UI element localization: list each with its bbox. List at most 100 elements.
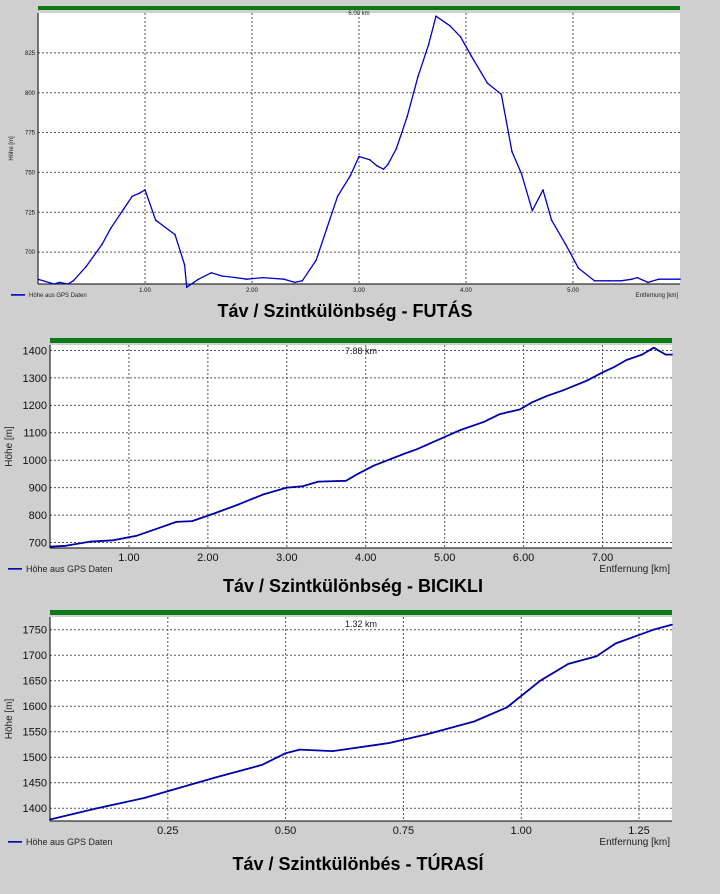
chart2-data-point xyxy=(345,479,347,482)
chart2-data-point xyxy=(191,520,193,522)
chart2-legend-label: Höhe aus GPS Daten xyxy=(26,564,113,574)
chart1-data-point xyxy=(221,275,223,277)
chart3-x-tick-label: 0.75 xyxy=(393,825,414,837)
chart3-data-point xyxy=(473,720,475,723)
chart2-x-tick-label: 4.00 xyxy=(355,552,376,564)
chart3-plot-area xyxy=(50,617,672,821)
chart3-data-point xyxy=(426,733,428,736)
chart2-data-point xyxy=(483,421,485,423)
chart1-data-point xyxy=(336,195,339,198)
chart1-data-point xyxy=(406,115,408,118)
chart1-data-point xyxy=(679,278,681,281)
chart3-x-tick-label: 0.25 xyxy=(157,825,178,837)
chart1-data-point xyxy=(185,286,188,288)
chart3-legend-label: Höhe aus GPS Daten xyxy=(26,837,113,847)
chart3-y-tick-label: 1750 xyxy=(23,625,47,637)
chart1-data-point xyxy=(395,147,398,150)
chart1-data-point xyxy=(245,278,248,281)
chart2-distance-label: 7.88 km xyxy=(345,346,377,356)
chart1-data-point xyxy=(387,163,389,166)
chart2-data-point xyxy=(404,452,407,455)
chart3-data-point xyxy=(261,764,263,766)
chart3-data-point xyxy=(388,742,391,744)
chart2-data-point xyxy=(530,401,533,404)
chart1-data-point xyxy=(368,158,371,161)
chart1-data-point xyxy=(435,15,437,17)
chart3-data-point xyxy=(96,807,98,810)
chart1-data-point xyxy=(197,278,200,281)
chart1-data-point xyxy=(531,209,534,212)
chart2-x-tick-label: 3.00 xyxy=(276,552,297,564)
chart2-data-point xyxy=(518,408,521,411)
chart2-data-point xyxy=(416,448,418,451)
chart1-data-point xyxy=(511,150,513,153)
chart2-data-point xyxy=(625,359,628,361)
chart3-x-tick-label: 1.25 xyxy=(628,825,649,837)
chart1-data-point xyxy=(620,280,622,282)
chart1-y-tick-label: 800 xyxy=(25,91,36,97)
chart3-data-point xyxy=(595,655,598,658)
chart3-data-point xyxy=(652,628,654,631)
chart1-data-point xyxy=(326,227,328,230)
chart2-data-point xyxy=(175,521,178,523)
chart1-data-point xyxy=(349,174,352,177)
chart2-x-tick-label: 1.00 xyxy=(118,552,139,564)
chart3-y-tick-label: 1600 xyxy=(23,701,47,713)
chart3-data-point xyxy=(284,752,287,754)
chart2-data-point xyxy=(301,485,304,488)
chart2-data-point xyxy=(664,353,667,356)
chart2-x-tick-label: 2.00 xyxy=(197,552,218,564)
chart1-x-tick-label: 3.00 xyxy=(353,288,365,294)
chart2-y-tick-label: 1400 xyxy=(23,345,47,357)
chart3-y-axis-label: Höhe [m] xyxy=(4,698,15,739)
chart1-data-point xyxy=(138,192,141,194)
chart1-data-point xyxy=(122,208,125,210)
chart1-data-point xyxy=(85,265,87,268)
chart1-y-tick-label: 775 xyxy=(25,131,36,137)
chart3-data-point xyxy=(671,623,673,626)
chart2-data-point xyxy=(443,436,446,438)
chart1-legend-label: Höhe aus GPS Daten xyxy=(29,293,87,299)
chart1-data-point xyxy=(470,55,473,57)
chart2-data-point xyxy=(262,493,264,496)
chart2-y-tick-label: 1000 xyxy=(23,455,47,467)
chart1-data-point xyxy=(283,278,285,281)
chart1-data-point xyxy=(294,281,296,284)
chart1-data-point xyxy=(315,259,318,261)
chart3-data-point xyxy=(539,679,541,682)
chart3-top-bar xyxy=(50,610,672,615)
chart1-title: Táv / Szintkülönbség - FUTÁS xyxy=(217,300,472,321)
chart2-data-point xyxy=(214,512,217,514)
chart1-x-tick-label: 2.00 xyxy=(246,288,258,294)
chart1-data-point xyxy=(376,165,378,167)
chart1-data-point xyxy=(593,280,596,282)
chart2-data-point xyxy=(658,350,661,352)
chart2-y-tick-label: 1300 xyxy=(23,373,47,385)
chart3-data-point xyxy=(331,750,334,752)
chart2-y-axis-label: Höhe [m] xyxy=(4,426,15,467)
chart2-y-tick-label: 1200 xyxy=(23,400,47,412)
chart1-x-tick-label: 4.00 xyxy=(460,288,472,294)
chart2-data-point xyxy=(641,353,643,356)
chart1-data-point xyxy=(607,280,610,282)
chart2-x-tick-label: 7.00 xyxy=(592,552,613,564)
chart2-data-point xyxy=(613,366,616,368)
chart3-series-line xyxy=(49,623,673,821)
chart3-y-tick-label: 1700 xyxy=(23,650,47,662)
chart2-data-point xyxy=(459,429,462,431)
chart1-data-point xyxy=(382,168,385,171)
chart2-data-point xyxy=(49,545,51,548)
chart1-data-point xyxy=(174,233,176,236)
chart2-data-point xyxy=(64,545,67,547)
chart1-data-point xyxy=(542,189,544,191)
chart1-data-point xyxy=(647,281,649,284)
chart1-x-tick-label: 1.00 xyxy=(139,288,151,294)
chart1-data-point xyxy=(427,44,430,46)
chart1-data-point xyxy=(550,219,553,222)
chart1-distance-label: 6.00 km xyxy=(348,11,369,17)
chart2-series-line xyxy=(49,346,672,548)
chart3-title: Táv / Szintkülönbés - TÚRASÍ xyxy=(232,853,484,874)
chart3-data-point xyxy=(298,748,301,751)
chart1-data-point xyxy=(53,283,55,285)
